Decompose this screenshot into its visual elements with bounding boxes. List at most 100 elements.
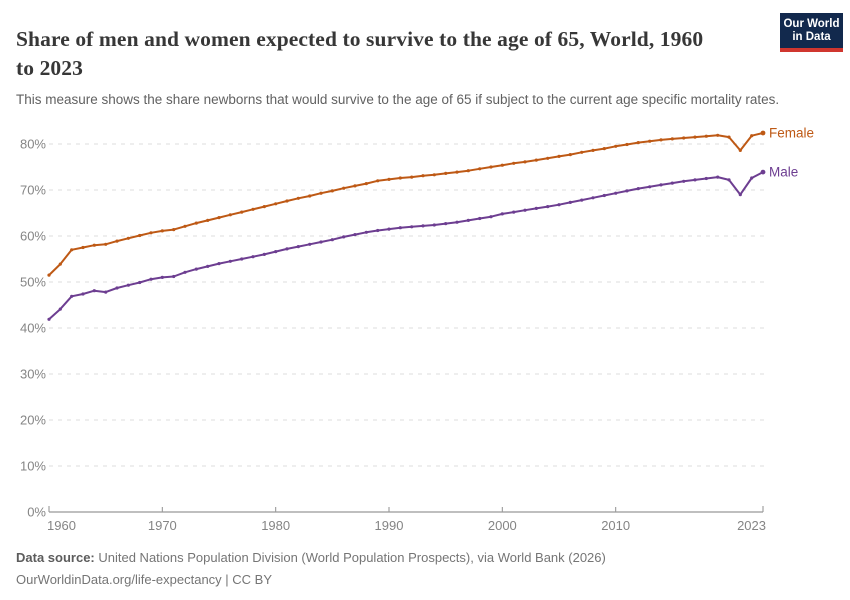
female-point-1990[interactable]: [387, 177, 391, 181]
male-point-1997[interactable]: [466, 218, 470, 222]
female-point-2010[interactable]: [614, 144, 618, 148]
female-point-2002[interactable]: [523, 160, 527, 164]
female-point-2016[interactable]: [682, 136, 686, 140]
female-point-2007[interactable]: [580, 150, 584, 154]
male-point-1975[interactable]: [217, 262, 221, 266]
male-point-1986[interactable]: [342, 235, 346, 239]
female-point-1993[interactable]: [421, 174, 425, 178]
female-point-2009[interactable]: [602, 147, 606, 151]
female-point-2014[interactable]: [659, 138, 663, 142]
female-point-1974[interactable]: [206, 218, 210, 222]
male-point-1979[interactable]: [262, 252, 266, 256]
male-point-1987[interactable]: [353, 233, 357, 237]
male-point-2015[interactable]: [670, 181, 674, 185]
male-point-1965[interactable]: [104, 290, 108, 294]
male-point-2018[interactable]: [704, 176, 708, 181]
male-point-2012[interactable]: [636, 187, 640, 191]
female-point-2008[interactable]: [591, 148, 595, 152]
female-point-1975[interactable]: [217, 216, 221, 220]
female-point-1997[interactable]: [466, 169, 470, 173]
male-point-2019[interactable]: [716, 175, 720, 179]
female-point-1989[interactable]: [376, 179, 380, 183]
male-point-1974[interactable]: [206, 264, 210, 268]
male-point-1983[interactable]: [308, 242, 312, 246]
female-point-2017[interactable]: [693, 135, 697, 139]
female-point-1992[interactable]: [410, 175, 414, 179]
female-point-1981[interactable]: [285, 199, 289, 203]
male-point-1972[interactable]: [183, 270, 187, 274]
female-point-1987[interactable]: [353, 184, 357, 188]
female-point-2005[interactable]: [557, 154, 561, 158]
male-point-1995[interactable]: [444, 222, 448, 226]
male-point-1996[interactable]: [455, 220, 459, 224]
female-point-2021[interactable]: [738, 148, 742, 152]
female-point-2012[interactable]: [636, 141, 640, 145]
female-point-1973[interactable]: [194, 221, 198, 225]
male-point-1963[interactable]: [81, 292, 85, 296]
male-point-1981[interactable]: [285, 247, 289, 251]
female-point-1999[interactable]: [489, 165, 493, 169]
female-point-1960[interactable]: [47, 273, 51, 277]
male-point-1960[interactable]: [47, 317, 51, 321]
female-point-2019[interactable]: [716, 133, 720, 137]
male-point-2007[interactable]: [580, 198, 584, 202]
female-point-1980[interactable]: [274, 202, 278, 206]
female-point-1985[interactable]: [330, 189, 334, 193]
male-point-1969[interactable]: [149, 277, 153, 281]
male-point-2004[interactable]: [546, 205, 550, 209]
female-point-1968[interactable]: [138, 233, 142, 238]
female-point-1982[interactable]: [296, 196, 300, 200]
male-point-1990[interactable]: [387, 227, 391, 231]
male-point-1998[interactable]: [478, 216, 482, 221]
male-point-2000[interactable]: [500, 212, 504, 216]
female-point-2018[interactable]: [704, 134, 708, 138]
male-point-2011[interactable]: [625, 189, 629, 193]
male-point-2021[interactable]: [738, 193, 742, 197]
female-point-2015[interactable]: [670, 137, 674, 141]
male-point-1977[interactable]: [240, 257, 244, 261]
male-point-1988[interactable]: [364, 230, 368, 234]
male-point-2020[interactable]: [727, 178, 731, 182]
male-point-1999[interactable]: [489, 215, 493, 219]
female-point-1971[interactable]: [172, 228, 176, 232]
female-point-2001[interactable]: [512, 161, 516, 165]
female-point-1978[interactable]: [251, 207, 255, 211]
female-point-1966[interactable]: [115, 239, 119, 243]
male-point-2003[interactable]: [534, 206, 538, 210]
male-point-1991[interactable]: [398, 226, 402, 230]
male-point-2001[interactable]: [512, 210, 516, 214]
female-point-2004[interactable]: [546, 156, 550, 160]
male-point-2008[interactable]: [591, 196, 595, 200]
female-point-1970[interactable]: [160, 229, 164, 233]
female-point-2006[interactable]: [568, 153, 572, 157]
owid-logo[interactable]: Our World in Data: [780, 13, 843, 52]
male-point-1973[interactable]: [194, 267, 198, 271]
female-point-1963[interactable]: [81, 245, 85, 250]
male-point-2009[interactable]: [602, 193, 606, 198]
female-point-1962[interactable]: [70, 248, 74, 252]
female-point-2013[interactable]: [648, 139, 652, 143]
female-point-2011[interactable]: [625, 142, 629, 147]
male-point-1992[interactable]: [410, 225, 414, 229]
female-point-1972[interactable]: [183, 224, 187, 228]
male-point-1971[interactable]: [172, 274, 176, 279]
male-point-1993[interactable]: [421, 224, 425, 228]
male-point-1978[interactable]: [251, 255, 255, 259]
male-point-1984[interactable]: [319, 240, 323, 244]
female-point-1994[interactable]: [432, 173, 436, 177]
female-point-1964[interactable]: [92, 243, 96, 247]
male-point-1985[interactable]: [330, 238, 334, 242]
female-point-2023[interactable]: [760, 130, 766, 136]
female-point-1996[interactable]: [455, 170, 459, 174]
female-point-2003[interactable]: [534, 158, 538, 162]
female-point-1991[interactable]: [398, 176, 402, 180]
female-point-1967[interactable]: [126, 236, 130, 240]
female-point-1976[interactable]: [228, 213, 232, 217]
male-point-1968[interactable]: [138, 280, 142, 285]
female-point-2022[interactable]: [750, 134, 754, 138]
male-point-2006[interactable]: [568, 200, 572, 204]
male-point-1980[interactable]: [274, 250, 278, 254]
female-point-1986[interactable]: [342, 186, 346, 190]
female-point-2000[interactable]: [500, 163, 504, 167]
female-point-1998[interactable]: [478, 167, 482, 171]
